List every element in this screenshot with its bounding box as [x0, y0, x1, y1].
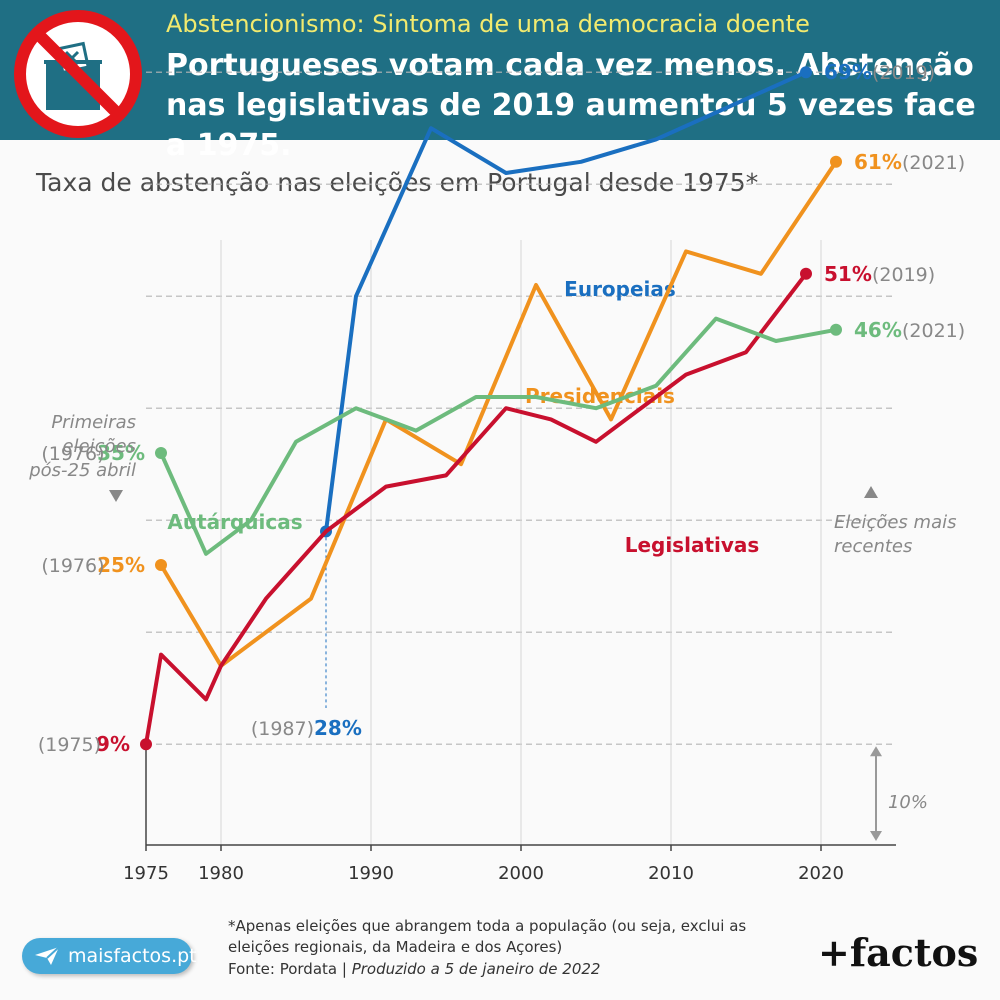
series-name-label: Europeias [564, 277, 676, 301]
site-badge[interactable]: maisfactos.pt [22, 938, 197, 974]
end-value-label: 69% [824, 60, 872, 84]
series-start-point-1 [155, 559, 167, 571]
start-value-label: 9% [96, 732, 130, 756]
start-year-label: (1987) [251, 718, 314, 740]
header-kicker: Abstencionismo: Sintoma de uma democraci… [166, 10, 810, 38]
x-tick-label: 2020 [798, 863, 844, 884]
annotation-right-line: Eleições mais [834, 512, 956, 533]
start-value-label: 35% [97, 441, 145, 465]
scale-bar-arrow-up [870, 746, 882, 757]
series-end-point-3 [830, 323, 842, 336]
start-year-label: (1975) [38, 734, 101, 756]
header-headline: Portugueses votam cada vez menos. Absten… [166, 48, 976, 163]
end-value-label: 61% [854, 150, 902, 174]
start-year-label: (1976) [41, 443, 104, 465]
footnote: *Apenas eleições que abrangem toda a pop… [228, 917, 747, 956]
x-tick-label: 2000 [498, 863, 544, 884]
annotation-right-arrow [864, 486, 878, 498]
series-name-label: Legislativas [625, 533, 760, 557]
annotation-right-line: recentes [834, 536, 912, 557]
series-name-label: Autárquicas [167, 510, 302, 534]
series-line-1 [159, 159, 838, 668]
annotation-left-line: eleições [62, 436, 136, 457]
x-tick-label: 1980 [198, 863, 244, 884]
scale-bar-label: 10% [888, 792, 928, 813]
end-value-label: 51% [824, 262, 872, 286]
annotation-left-line: pós-25 abril [28, 460, 136, 481]
start-value-label: 28% [314, 716, 362, 740]
site-link[interactable]: maisfactos.pt [68, 945, 197, 967]
series-start-point-2 [140, 738, 152, 751]
annotation-left-arrow [109, 490, 123, 502]
start-value-label: 25% [97, 553, 145, 577]
series-line-0 [324, 70, 808, 534]
end-year-label: (2021) [902, 152, 965, 174]
series-line-2 [144, 271, 808, 747]
end-year-label: (2019) [872, 264, 935, 286]
chart-title: Taxa de abstenção nas eleições em Portug… [36, 168, 759, 197]
end-year-label: (2019) [872, 62, 935, 84]
series-start-point-3 [155, 447, 167, 459]
end-value-label: 46% [854, 318, 902, 342]
source-line: Fonte: Pordata | Produzido a 5 de janeir… [228, 960, 600, 978]
series-line-3 [159, 316, 838, 556]
series-end-point-1 [830, 155, 842, 168]
brand-logo: +factos [818, 930, 979, 975]
header-banner [0, 0, 1000, 140]
series-end-point-0 [800, 66, 812, 79]
scale-bar-arrow-down [870, 831, 882, 841]
source-prefix: Fonte: Pordata | [228, 960, 352, 978]
series-end-point-2 [800, 267, 812, 280]
start-year-label: (1976) [41, 555, 104, 577]
paper-plane-icon [35, 946, 60, 965]
x-tick-label: 1990 [348, 863, 394, 884]
x-tick-label: 1975 [123, 863, 169, 884]
no-vote-icon [14, 10, 142, 138]
source-date: Produzido a 5 de janeiro de 2022 [351, 960, 601, 978]
end-year-label: (2021) [902, 320, 965, 342]
x-tick-label: 2010 [648, 863, 694, 884]
annotation-left-line: Primeiras [51, 412, 136, 433]
